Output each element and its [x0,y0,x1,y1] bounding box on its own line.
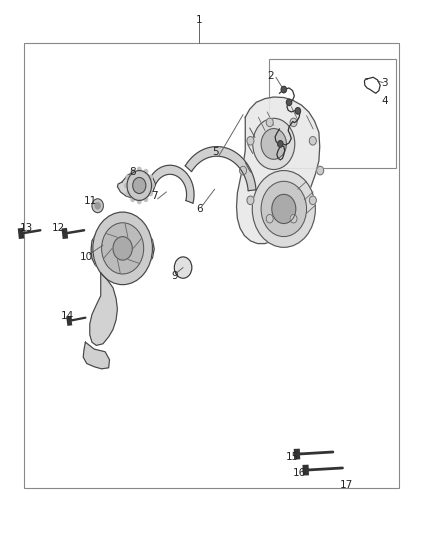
Text: 15: 15 [286,452,299,462]
Circle shape [113,237,132,260]
Circle shape [266,118,273,127]
Bar [24,43,399,488]
Polygon shape [91,222,154,274]
Text: 16: 16 [293,468,306,478]
Circle shape [286,99,292,106]
Circle shape [290,214,297,223]
Circle shape [174,257,192,278]
Circle shape [144,169,148,174]
Text: 8: 8 [129,167,136,177]
Circle shape [266,214,273,223]
Text: 13: 13 [20,223,33,232]
Circle shape [92,199,103,213]
Polygon shape [90,273,117,345]
Circle shape [240,166,247,175]
Circle shape [93,212,152,285]
Circle shape [102,223,144,274]
Circle shape [95,203,100,209]
Text: 2: 2 [267,71,274,80]
Text: 5: 5 [212,148,219,157]
Circle shape [133,177,146,193]
Circle shape [138,199,141,204]
Circle shape [131,169,134,174]
Text: 3: 3 [381,78,388,87]
Polygon shape [237,97,320,244]
Text: 11: 11 [84,196,97,206]
Circle shape [309,136,316,145]
Text: 7: 7 [151,191,158,201]
Circle shape [144,197,148,201]
Text: 1: 1 [196,15,203,25]
Circle shape [247,196,254,205]
Circle shape [124,183,128,188]
Circle shape [131,197,134,201]
Text: 12: 12 [52,223,65,232]
Text: 9: 9 [171,271,178,280]
Polygon shape [117,172,155,198]
Bar [269,59,396,168]
Circle shape [127,171,152,200]
Polygon shape [147,165,194,203]
Circle shape [272,195,296,223]
Circle shape [295,108,300,114]
Polygon shape [185,147,256,191]
Circle shape [151,183,154,188]
Circle shape [126,191,130,196]
Circle shape [261,181,307,237]
Circle shape [126,175,130,180]
Circle shape [281,86,286,93]
Circle shape [252,171,315,247]
Circle shape [261,128,286,159]
Circle shape [290,118,297,127]
Text: 14: 14 [61,311,74,321]
Text: 6: 6 [196,205,203,214]
Circle shape [317,166,324,175]
Text: 4: 4 [381,96,388,106]
Circle shape [138,167,141,172]
Circle shape [149,191,152,196]
Text: 10: 10 [80,252,93,262]
Text: 17: 17 [339,480,353,490]
Circle shape [247,136,254,145]
Circle shape [309,196,316,205]
Circle shape [253,118,295,169]
Circle shape [278,141,283,147]
Circle shape [372,96,383,109]
Polygon shape [83,342,110,369]
Circle shape [149,175,152,180]
